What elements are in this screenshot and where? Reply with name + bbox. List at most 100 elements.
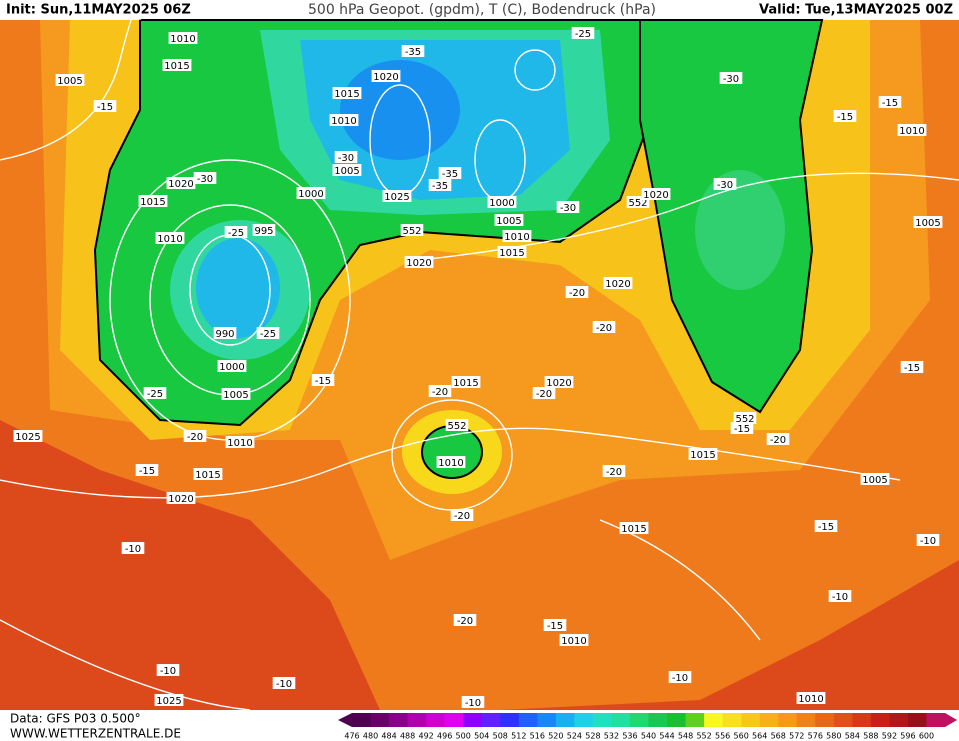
colorbar-label: 552	[696, 732, 711, 741]
map-label-box	[371, 70, 401, 82]
map-label: -15	[97, 102, 113, 113]
map-label-box	[224, 226, 248, 238]
map-label-box	[166, 177, 196, 189]
map-label-box	[162, 59, 192, 71]
map-label: 1010	[227, 438, 252, 449]
colorbar-label: 568	[771, 732, 786, 741]
map-label-box	[668, 671, 692, 683]
isobar	[0, 6, 141, 161]
valid-time: Valid: Tue,13MAY2025 00Z	[759, 3, 953, 18]
map-label: 552	[735, 414, 754, 425]
map-label-box	[796, 692, 826, 704]
map-label-box	[183, 430, 207, 442]
field-green-low	[421, 425, 483, 479]
isobar	[419, 172, 959, 261]
colorbar-label: 544	[659, 732, 674, 741]
map-label: 1010	[331, 116, 356, 127]
colorbar-label: 548	[678, 732, 693, 741]
map-label-box	[453, 614, 477, 626]
map-label-box	[461, 696, 485, 708]
map-label-box	[93, 100, 117, 112]
map-label-box	[428, 179, 452, 191]
map-label-box	[833, 110, 857, 122]
colorbar-cell	[463, 713, 483, 727]
map-label: 1010	[157, 234, 182, 245]
colorbar-cell	[815, 713, 835, 727]
colorbar-label: 564	[752, 732, 767, 741]
map-label: 1020	[605, 279, 630, 290]
map-label: -10	[672, 673, 688, 684]
map-label-box	[382, 190, 412, 202]
map-label-box	[641, 188, 671, 200]
map-label-box	[217, 360, 247, 372]
map-label: -20	[596, 323, 612, 334]
map-label: -15	[837, 112, 853, 123]
map-label: 1010	[438, 458, 463, 469]
colorbar-label: 572	[789, 732, 804, 741]
map-label: 1000	[298, 189, 323, 200]
map-label-box	[730, 422, 754, 434]
colorbar-cell	[444, 713, 464, 727]
map-label-box	[138, 195, 168, 207]
colorbar-label: 476	[344, 732, 359, 741]
map-label: 1005	[223, 390, 248, 401]
colorbar-cell	[796, 713, 816, 727]
map-label: -15	[818, 522, 834, 533]
map-label-box	[166, 492, 196, 504]
map-label: 1020	[168, 494, 193, 505]
map-label-box	[445, 419, 469, 431]
map-label-box	[897, 124, 927, 136]
colorbar-cell	[870, 713, 890, 727]
map-label: 1010	[170, 34, 195, 45]
colorbar-label: 556	[715, 732, 730, 741]
map-label: -25	[147, 389, 163, 400]
colorbar-cell	[574, 713, 594, 727]
map-label-box	[713, 178, 737, 190]
map-label: 1020	[643, 190, 668, 201]
map-label-box	[256, 327, 280, 339]
map-label: 1005	[862, 475, 887, 486]
map-label: 1020	[406, 258, 431, 269]
map-label: 1010	[899, 126, 924, 137]
map-label: 1020	[168, 179, 193, 190]
colorbar-cell	[759, 713, 779, 727]
map-label-box	[602, 465, 626, 477]
map-label-box	[571, 27, 595, 39]
map-label: 1010	[504, 232, 529, 243]
map-label: 1015	[140, 197, 165, 208]
colorbar-cell	[778, 713, 798, 727]
map-label-box	[193, 468, 223, 480]
map-label: -10	[276, 679, 292, 690]
map-label-box	[451, 376, 481, 388]
map-label-box	[543, 619, 567, 631]
map-label: -15	[734, 424, 750, 435]
colorbar-label: 532	[604, 732, 619, 741]
colorbar-cell	[426, 713, 446, 727]
map-label-box	[860, 473, 890, 485]
map-label: -30	[197, 174, 213, 185]
colorbar-label: 488	[400, 732, 415, 741]
map-label: 1020	[546, 378, 571, 389]
colorbar-label: 576	[808, 732, 823, 741]
colorbar-label: 588	[863, 732, 878, 741]
init-time: Init: Sun,11MAY2025 06Z	[6, 3, 191, 18]
map-label: 1020	[373, 72, 398, 83]
map-label: -20	[569, 288, 585, 299]
map-label-box	[329, 114, 359, 126]
map-label-box	[502, 230, 532, 242]
map-label-box	[532, 387, 556, 399]
colorbar-cell	[889, 713, 909, 727]
map-label-box	[400, 224, 424, 236]
map-label: 552	[402, 226, 421, 237]
map-label: 1010	[798, 694, 823, 705]
map-label: -30	[717, 180, 733, 191]
map-label-box	[487, 196, 517, 208]
map-label-box	[156, 664, 180, 676]
map-label: -20	[432, 387, 448, 398]
map-label: -25	[260, 329, 276, 340]
map-label-box	[334, 151, 358, 163]
colorbar-cell	[518, 713, 538, 727]
map-label: -30	[723, 74, 739, 85]
map-label: -30	[560, 203, 576, 214]
map-label: 1005	[57, 76, 82, 87]
